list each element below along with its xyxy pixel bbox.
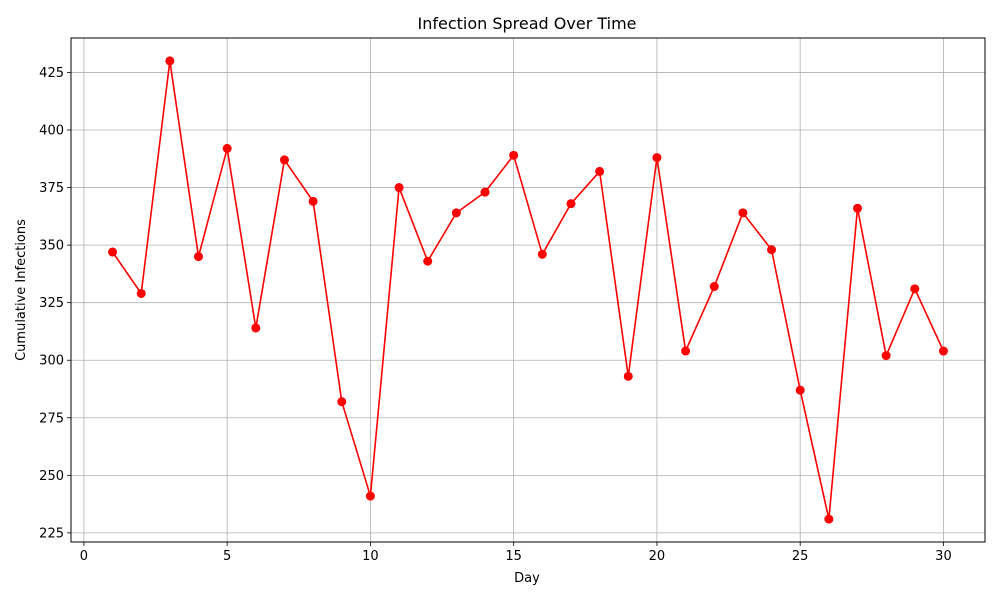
data-point xyxy=(767,245,777,255)
data-point xyxy=(165,56,175,66)
data-point xyxy=(881,351,891,361)
x-tick-label: 0 xyxy=(80,549,88,564)
data-point xyxy=(566,199,576,209)
y-tick-label: 225 xyxy=(39,526,64,541)
y-axis-label: Cumulative Infections xyxy=(14,219,29,361)
data-point xyxy=(222,143,232,153)
data-point xyxy=(652,153,662,163)
y-tick-label: 325 xyxy=(39,296,64,311)
plot-frame xyxy=(70,37,986,543)
x-tick-label: 15 xyxy=(505,549,522,564)
y-tick-label: 275 xyxy=(39,411,64,426)
data-point xyxy=(136,288,146,298)
series-group xyxy=(108,56,948,524)
axis-ticks: 0 5 10 15 20 25 30 225 250 275 300 325 350 375 400 425 xyxy=(39,66,952,564)
data-point xyxy=(423,256,433,266)
data-point xyxy=(852,203,862,213)
data-point xyxy=(308,196,318,206)
data-point xyxy=(595,166,605,176)
data-point xyxy=(709,282,719,292)
x-tick-label: 20 xyxy=(649,549,666,564)
x-axis-label: Day xyxy=(514,571,540,586)
y-tick-label: 350 xyxy=(39,239,64,254)
chart-title: Infection Spread Over Time xyxy=(417,14,636,33)
x-tick-label: 10 xyxy=(362,549,379,564)
data-point xyxy=(938,346,948,356)
grid-lines xyxy=(71,38,985,542)
data-point xyxy=(251,323,261,333)
data-point xyxy=(108,247,118,257)
series-line xyxy=(111,60,945,520)
data-point xyxy=(738,208,748,218)
x-tick-label: 5 xyxy=(223,549,231,564)
data-point xyxy=(795,385,805,395)
x-tick-label: 30 xyxy=(935,549,952,564)
data-point xyxy=(910,284,920,294)
data-point xyxy=(537,249,547,259)
y-tick-label: 375 xyxy=(39,181,64,196)
data-point xyxy=(337,397,347,407)
data-point xyxy=(623,371,633,381)
y-tick-label: 400 xyxy=(39,123,64,138)
y-tick-label: 300 xyxy=(39,354,64,369)
data-point xyxy=(394,183,404,193)
data-point xyxy=(194,252,204,262)
data-point xyxy=(681,346,691,356)
data-point xyxy=(824,514,834,524)
x-tick-label: 25 xyxy=(792,549,809,564)
y-tick-label: 425 xyxy=(39,66,64,81)
y-tick-label: 250 xyxy=(39,469,64,484)
data-point xyxy=(279,155,289,165)
data-point xyxy=(451,208,461,218)
data-point xyxy=(365,491,375,501)
data-point xyxy=(480,187,490,197)
data-point xyxy=(509,150,519,160)
